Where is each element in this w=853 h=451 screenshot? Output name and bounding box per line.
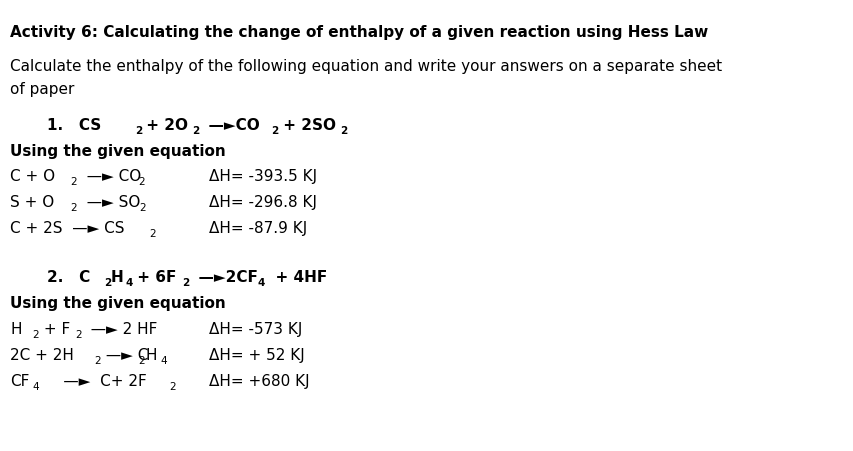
Text: 2: 2 — [75, 329, 82, 339]
Text: —► CO: —► CO — [77, 169, 141, 184]
Text: 2: 2 — [339, 125, 346, 135]
Text: of paper: of paper — [10, 82, 74, 97]
Text: ΔH= -573 KJ: ΔH= -573 KJ — [209, 321, 302, 336]
Text: S + O: S + O — [10, 194, 55, 210]
Text: + 6F: + 6F — [131, 270, 176, 285]
Text: —► SO: —► SO — [77, 194, 140, 210]
Text: —► C: —► C — [101, 347, 148, 362]
Text: Using the given equation: Using the given equation — [10, 143, 226, 158]
Text: 2.   C: 2. C — [47, 270, 90, 285]
Text: —►  C+ 2F: —► C+ 2F — [39, 373, 147, 388]
Text: 2: 2 — [138, 355, 145, 365]
Text: 4: 4 — [32, 381, 39, 391]
Text: + 2SO: + 2SO — [277, 117, 335, 132]
Text: ΔH= -393.5 KJ: ΔH= -393.5 KJ — [209, 169, 317, 184]
Text: 2: 2 — [192, 125, 199, 135]
Text: 2: 2 — [70, 202, 77, 212]
Text: H: H — [145, 347, 156, 362]
Text: 2: 2 — [32, 329, 39, 339]
Text: —► 2 HF: —► 2 HF — [81, 321, 157, 336]
Text: + 4HF: + 4HF — [264, 270, 327, 285]
Text: ΔH= + 52 KJ: ΔH= + 52 KJ — [209, 347, 305, 362]
Text: 2C + 2H: 2C + 2H — [10, 347, 74, 362]
Text: 2: 2 — [104, 278, 111, 288]
Text: Activity 6: Calculating the change of enthalpy of a given reaction using Hess La: Activity 6: Calculating the change of en… — [10, 25, 708, 40]
Text: CF: CF — [10, 373, 30, 388]
Text: 2: 2 — [135, 125, 142, 135]
Text: Calculate the enthalpy of the following equation and write your answers on a sep: Calculate the enthalpy of the following … — [10, 59, 722, 74]
Text: C + 2S  —► CS: C + 2S —► CS — [10, 221, 125, 235]
Text: —►CO: —►CO — [198, 117, 259, 132]
Text: H: H — [10, 321, 21, 336]
Text: 4: 4 — [160, 355, 167, 365]
Text: 2: 2 — [182, 278, 189, 288]
Text: Using the given equation: Using the given equation — [10, 296, 226, 311]
Text: ΔH= -296.8 KJ: ΔH= -296.8 KJ — [209, 194, 316, 210]
Text: 4: 4 — [258, 278, 265, 288]
Text: 2: 2 — [70, 177, 77, 187]
Text: 1.   CS: 1. CS — [47, 117, 102, 132]
Text: ΔH= +680 KJ: ΔH= +680 KJ — [209, 373, 310, 388]
Text: 4: 4 — [125, 278, 133, 288]
Text: C + O: C + O — [10, 169, 55, 184]
Text: + F: + F — [39, 321, 71, 336]
Text: 2: 2 — [94, 355, 101, 365]
Text: 2: 2 — [169, 381, 176, 391]
Text: 2: 2 — [271, 125, 278, 135]
Text: 2: 2 — [149, 229, 156, 239]
Text: + 2O: + 2O — [141, 117, 188, 132]
Text: 2: 2 — [139, 202, 146, 212]
Text: 2: 2 — [138, 177, 145, 187]
Text: ΔH= -87.9 KJ: ΔH= -87.9 KJ — [209, 221, 307, 235]
Text: H: H — [110, 270, 123, 285]
Text: —►2CF: —►2CF — [188, 270, 258, 285]
